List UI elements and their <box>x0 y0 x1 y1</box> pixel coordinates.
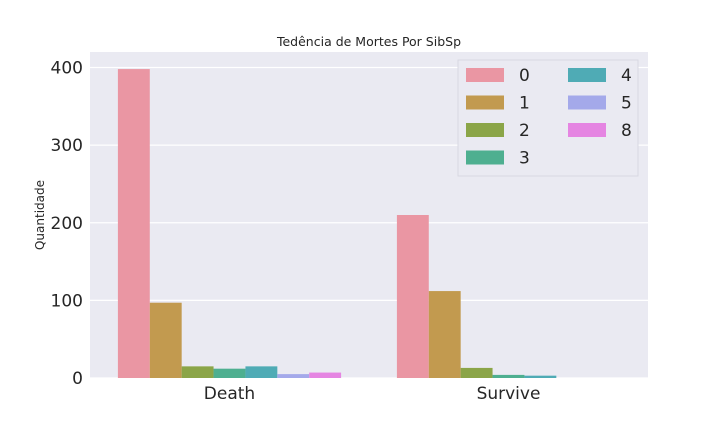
legend-label-3: 3 <box>519 149 530 169</box>
bar-death-sibsp-2 <box>181 366 214 378</box>
bar-survive-sibsp-0 <box>396 215 429 378</box>
legend-label-1: 1 <box>519 94 530 114</box>
x-tick-label: Survive <box>477 384 541 404</box>
y-axis-ticks: 0 100 200 300 400 <box>51 59 83 389</box>
bars <box>117 69 557 379</box>
legend-label-4: 4 <box>621 66 632 86</box>
bar-survive-sibsp-3 <box>492 374 525 378</box>
legend-swatch-4 <box>568 68 606 82</box>
legend-swatch-3 <box>466 150 504 165</box>
bar-survive-sibsp-4 <box>524 375 557 378</box>
bar-death-sibsp-3 <box>213 368 246 378</box>
y-tick-label: 400 <box>51 59 83 79</box>
bar-death-sibsp-0 <box>117 69 150 379</box>
legend-label-8: 8 <box>621 121 632 141</box>
y-axis-label: Quantidade <box>33 180 47 250</box>
bar-survive-sibsp-2 <box>460 367 493 378</box>
legend-swatch-0 <box>466 68 504 82</box>
legend-swatch-1 <box>466 95 504 110</box>
legend-label-2: 2 <box>519 121 530 141</box>
legend-swatch-8 <box>568 123 606 137</box>
bar-death-sibsp-5 <box>277 374 310 378</box>
legend: 0 1 2 3 4 5 8 <box>457 59 639 177</box>
chart-title: Tedência de Mortes Por SibSp <box>276 34 461 49</box>
x-tick-label: Death <box>204 384 255 404</box>
bar-death-sibsp-1 <box>149 302 182 378</box>
bar-death-sibsp-8 <box>309 372 342 378</box>
bar-death-sibsp-4 <box>245 366 278 378</box>
legend-swatch-5 <box>568 95 606 110</box>
y-tick-label: 300 <box>51 136 83 156</box>
legend-swatch-2 <box>466 123 504 137</box>
y-tick-label: 200 <box>51 214 83 234</box>
legend-label-5: 5 <box>621 94 632 114</box>
x-axis-ticks: Death Survive <box>204 384 541 404</box>
bar-survive-sibsp-1 <box>428 291 461 378</box>
legend-label-0: 0 <box>519 66 530 86</box>
y-tick-label: 100 <box>51 291 83 311</box>
y-tick-label: 0 <box>72 369 83 389</box>
